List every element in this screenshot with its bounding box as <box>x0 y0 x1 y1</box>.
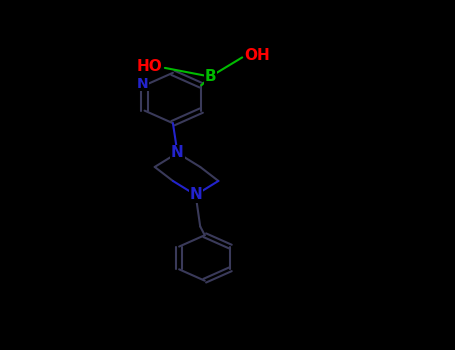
Text: HO: HO <box>137 59 162 74</box>
Text: N: N <box>136 77 148 91</box>
Text: B: B <box>205 69 216 84</box>
Text: N: N <box>171 146 184 160</box>
Text: OH: OH <box>244 48 270 63</box>
Text: N: N <box>189 188 202 202</box>
